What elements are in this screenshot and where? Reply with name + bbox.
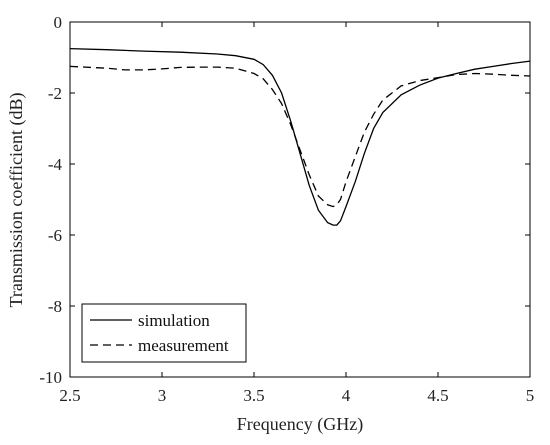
y-tick-label: 0 (54, 13, 63, 32)
ticks-group (69, 21, 531, 378)
x-tick-label: 4.5 (427, 386, 448, 405)
x-tick-label: 3.5 (243, 386, 264, 405)
y-tick-label: -2 (48, 84, 62, 103)
legend-box (81, 303, 247, 363)
series-group (69, 47, 531, 226)
y-tick-label: -4 (48, 155, 63, 174)
x-tick-label: 5 (526, 386, 535, 405)
x-tick-label: 4 (342, 386, 351, 405)
x-tick-labels: 2.5 3 3.5 4 4.5 5 (59, 386, 534, 405)
y-tick-label: -8 (48, 297, 62, 316)
y-axis-title: Transmission coefficient (dB) (6, 93, 27, 308)
axes-box (69, 21, 531, 378)
x-axis-title: Frequency (GHz) (237, 414, 363, 435)
y-tick-label: -6 (48, 226, 62, 245)
legend-label-simulation: simulation (138, 311, 210, 330)
legend: simulation measurement (81, 303, 247, 363)
y-tick-label: -10 (39, 368, 62, 387)
legend-label-measurement: measurement (138, 336, 229, 355)
series-line-measurement (69, 65, 531, 208)
x-tick-label: 2.5 (59, 386, 80, 405)
x-tick-label: 3 (158, 386, 167, 405)
y-tick-labels: 0 -2 -4 -6 -8 -10 (39, 13, 62, 387)
